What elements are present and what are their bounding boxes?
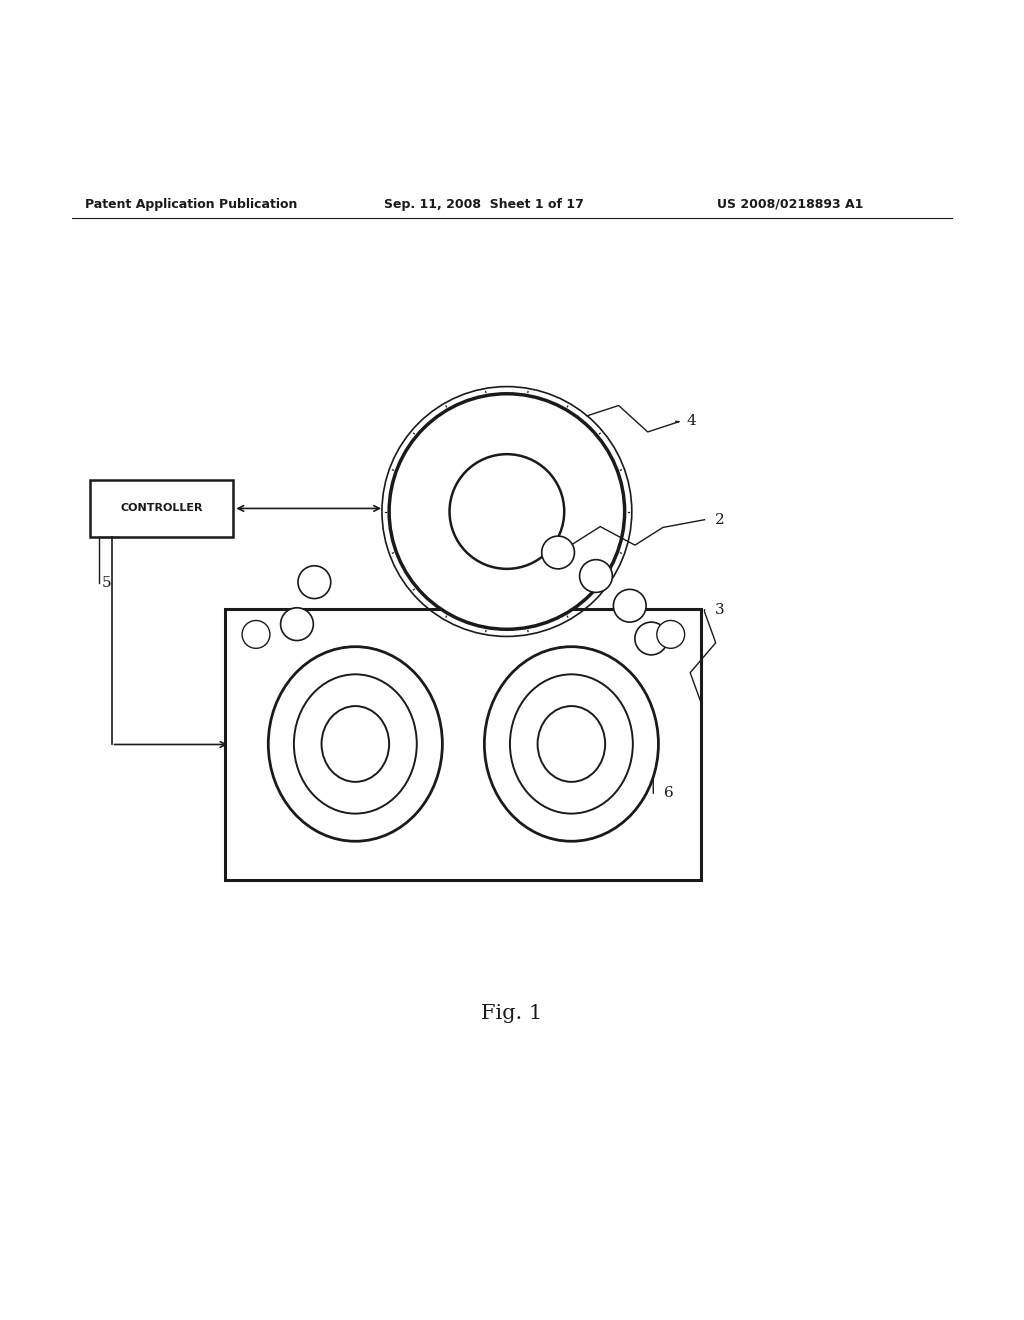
Circle shape <box>242 620 270 648</box>
Text: Fig. 1: Fig. 1 <box>481 1003 543 1023</box>
Circle shape <box>298 566 331 598</box>
Circle shape <box>281 607 313 640</box>
Circle shape <box>542 536 574 569</box>
Text: 4: 4 <box>686 414 696 429</box>
Bar <box>225 609 701 880</box>
Text: 6: 6 <box>664 787 674 800</box>
Ellipse shape <box>322 706 389 781</box>
Text: Patent Application Publication: Patent Application Publication <box>85 198 297 211</box>
Ellipse shape <box>484 647 658 841</box>
Text: 5: 5 <box>101 577 111 590</box>
Circle shape <box>613 589 646 622</box>
Text: CONTROLLER: CONTROLLER <box>121 503 203 513</box>
Ellipse shape <box>294 675 417 813</box>
Circle shape <box>389 393 625 630</box>
Circle shape <box>635 622 668 655</box>
Circle shape <box>656 620 685 648</box>
Text: 3: 3 <box>715 603 724 616</box>
Text: US 2008/0218893 A1: US 2008/0218893 A1 <box>717 198 863 211</box>
Ellipse shape <box>268 647 442 841</box>
Circle shape <box>450 454 564 569</box>
Ellipse shape <box>538 706 605 781</box>
Text: Sep. 11, 2008  Sheet 1 of 17: Sep. 11, 2008 Sheet 1 of 17 <box>384 198 584 211</box>
Ellipse shape <box>510 675 633 813</box>
Bar <box>90 480 233 537</box>
Circle shape <box>580 560 612 593</box>
Text: 2: 2 <box>715 512 725 527</box>
